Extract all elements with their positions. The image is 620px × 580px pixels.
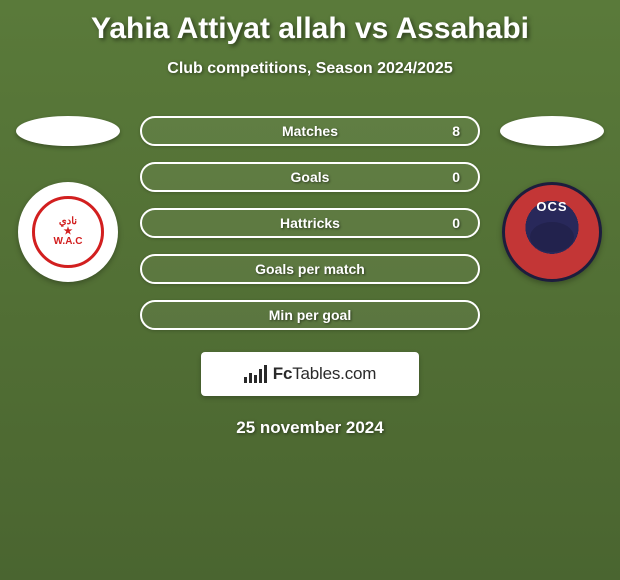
right-club-badge: OCS [502,182,602,282]
stat-label: Goals per match [255,261,365,277]
logo-text: FcTables.com [273,364,376,384]
right-player-oval [500,116,604,146]
date-label: 25 november 2024 [0,418,620,438]
stat-row-matches: Matches 8 [140,116,480,146]
right-badge-ball [530,222,574,252]
left-badge-ring: نادي★W.A.C [32,196,104,268]
left-badge-text: نادي★W.A.C [54,217,83,247]
stat-row-goals: Goals 0 [140,162,480,192]
stat-label: Matches [282,123,338,139]
stat-value: 8 [452,123,460,139]
stat-label: Min per goal [269,307,351,323]
chart-icon [244,365,267,383]
fctables-logo: FcTables.com [201,352,419,396]
left-player-oval [16,116,120,146]
comparison-container: نادي★W.A.C Matches 8 Goals 0 Hattricks 0… [0,116,620,330]
stat-value: 0 [452,169,460,185]
left-side: نادي★W.A.C [16,116,120,282]
subtitle: Club competitions, Season 2024/2025 [0,60,620,78]
right-side: OCS [500,116,604,282]
stats-column: Matches 8 Goals 0 Hattricks 0 Goals per … [140,116,480,330]
right-badge-text: OCS [536,199,567,214]
page-title: Yahia Attiyat allah vs Assahabi [0,0,620,46]
left-club-badge: نادي★W.A.C [18,182,118,282]
stat-row-min-per-goal: Min per goal [140,300,480,330]
stat-row-goals-per-match: Goals per match [140,254,480,284]
stat-value: 0 [452,215,460,231]
stat-label: Goals [291,169,330,185]
stat-row-hattricks: Hattricks 0 [140,208,480,238]
stat-label: Hattricks [280,215,340,231]
